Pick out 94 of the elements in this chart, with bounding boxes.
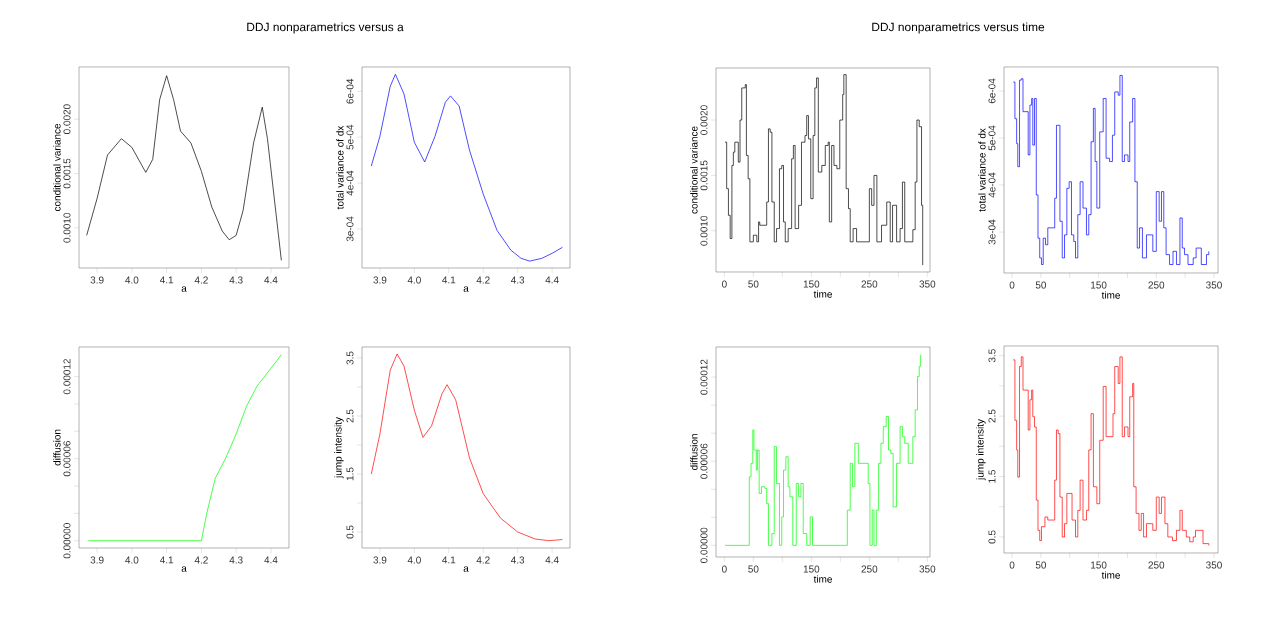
- y-tick-label: 0.5: [988, 530, 996, 544]
- x-tick-label: 250: [861, 565, 878, 573]
- y-tick-label: 0.0015: [63, 158, 71, 189]
- x-tick-label: 0: [721, 280, 727, 288]
- y-axis-title: jump intensity: [976, 419, 986, 481]
- x-tick-label: 4.1: [159, 556, 174, 564]
- y-tick-label: 1.5: [346, 467, 354, 481]
- y-axis-title: total variance of dx: [336, 125, 344, 210]
- x-axis-title: a: [181, 286, 187, 292]
- y-tick-label: 0.0010: [700, 215, 708, 246]
- x-tick-label: 4.1: [442, 556, 456, 564]
- y-axis-title: diffusion: [690, 434, 698, 471]
- x-tick-label: 350: [1206, 281, 1222, 289]
- x-tick-label: 4.1: [159, 276, 174, 284]
- y-tick-label: 0.00006: [700, 443, 708, 479]
- x-tick-label: 4.2: [476, 276, 490, 284]
- y-tick-label: 3.5: [346, 351, 354, 365]
- y-tick-label: 3.5: [988, 349, 996, 363]
- x-tick-label: 4.0: [125, 556, 139, 564]
- y-tick-label: 0.00000: [63, 523, 71, 559]
- x-tick-label: 150: [1091, 561, 1107, 569]
- x-tick-label: 4.4: [545, 556, 559, 564]
- x-axis-title: time: [1101, 291, 1120, 299]
- y-axis-title: jump intensity: [334, 417, 344, 479]
- y-tick-label: 4e-04: [988, 172, 996, 198]
- y-tick-label: 3e-04: [988, 219, 996, 245]
- y-tick-label: 2.5: [346, 409, 354, 423]
- x-tick-label: 4.4: [264, 556, 278, 564]
- y-tick-label: 0.0020: [700, 105, 708, 135]
- x-tick-label: 4.2: [476, 556, 490, 564]
- x-axis-title: a: [463, 286, 469, 292]
- y-axis-title: total variance of dx: [978, 128, 986, 212]
- y-tick-label: 0.0010: [63, 212, 71, 243]
- y-tick-label: 1.5: [988, 470, 996, 483]
- y-tick-label: 5e-04: [988, 125, 996, 151]
- x-tick-label: 350: [919, 280, 936, 288]
- x-tick-label: 350: [1206, 561, 1222, 569]
- x-tick-label: 250: [1148, 561, 1165, 569]
- x-tick-label: 250: [1148, 281, 1165, 289]
- x-tick-label: 3.9: [90, 276, 104, 284]
- x-tick-label: 4.0: [407, 276, 421, 284]
- x-tick-label: 4.4: [264, 276, 278, 284]
- y-tick-label: 0.5: [346, 525, 354, 539]
- x-tick-label: 150: [1091, 281, 1107, 289]
- x-tick-label: 0: [1009, 561, 1015, 569]
- x-tick-label: 150: [803, 565, 820, 573]
- x-tick-label: 4.0: [407, 556, 421, 564]
- y-tick-label: 2.5: [988, 409, 996, 423]
- line-series: [370, 353, 563, 542]
- y-tick-label: 0.0020: [63, 104, 71, 134]
- y-tick-label: 6e-04: [988, 78, 996, 104]
- x-tick-label: 4.3: [229, 556, 243, 564]
- y-tick-label: 3e-04: [346, 216, 354, 242]
- x-axis-title: time: [813, 575, 832, 583]
- y-axis-title: conditional variance: [690, 126, 698, 214]
- x-tick-label: 250: [861, 280, 878, 288]
- y-axis-title: diffusion: [53, 429, 61, 466]
- x-tick-label: 50: [748, 280, 759, 288]
- x-axis-title: a: [181, 566, 187, 572]
- y-tick-label: 0.00012: [63, 359, 71, 395]
- x-tick-label: 0: [1009, 281, 1015, 289]
- line-series: [88, 354, 282, 542]
- x-tick-label: 50: [1035, 281, 1047, 289]
- y-tick-label: 6e-04: [346, 78, 354, 104]
- x-tick-label: 3.9: [373, 556, 387, 564]
- x-tick-label: 4.1: [442, 276, 456, 284]
- x-axis-title: time: [1101, 571, 1120, 579]
- x-tick-label: 4.3: [510, 556, 525, 564]
- x-tick-label: 50: [1035, 561, 1047, 569]
- x-tick-label: 50: [748, 565, 759, 573]
- line-series: [370, 73, 563, 262]
- x-tick-label: 4.2: [194, 556, 208, 564]
- y-tick-label: 4e-04: [346, 170, 354, 196]
- y-tick-label: 0.0015: [700, 160, 708, 191]
- x-axis-title: a: [463, 566, 469, 572]
- text: DDJ nonparametrics versus a: [247, 22, 404, 34]
- y-tick-label: 0.00000: [700, 527, 708, 563]
- line-series: [86, 75, 282, 261]
- y-tick-label: 5e-04: [346, 124, 354, 150]
- text: DDJ nonparametrics versus time: [872, 22, 1045, 34]
- x-tick-label: 0: [721, 565, 727, 573]
- x-tick-label: 4.4: [545, 276, 559, 284]
- y-axis-title: conditional variance: [53, 123, 61, 212]
- x-tick-label: 350: [919, 565, 936, 573]
- y-tick-label: 0.00006: [63, 441, 71, 477]
- x-tick-label: 3.9: [373, 276, 387, 284]
- x-tick-label: 4.0: [125, 276, 139, 284]
- x-tick-label: 4.3: [229, 276, 243, 284]
- x-tick-label: 4.2: [194, 276, 208, 284]
- x-tick-label: 150: [803, 280, 820, 288]
- x-tick-label: 3.9: [90, 556, 104, 564]
- x-axis-title: time: [813, 290, 832, 298]
- y-tick-label: 0.00012: [700, 359, 708, 395]
- x-tick-label: 4.3: [510, 276, 525, 284]
